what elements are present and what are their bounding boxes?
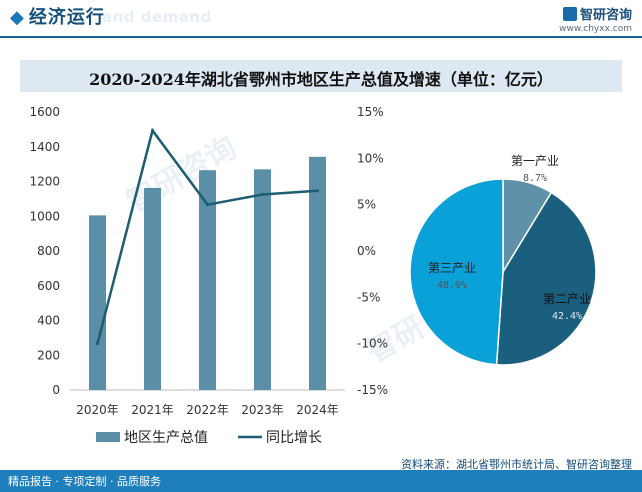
- pie-slice-label: 第一产业: [511, 154, 559, 168]
- section-title: ◆ 经济运行: [10, 3, 105, 29]
- left-axis-tick-label: 600: [37, 279, 60, 293]
- left-axis-tick-label: 1200: [29, 175, 60, 189]
- right-axis-tick-label: -10%: [357, 337, 388, 351]
- line-growth-point: [316, 189, 319, 193]
- line-growth-point: [151, 129, 154, 133]
- x-axis-tick-label: 2023年: [241, 403, 284, 417]
- chart-title-band: 2020-2024年湖北省鄂州市地区生产总值及增速（单位：亿元）: [20, 60, 622, 92]
- right-axis-tick-label: 0%: [357, 244, 376, 258]
- header-divider: [0, 36, 642, 38]
- right-axis-tick-label: -15%: [357, 383, 388, 397]
- brand-logo-icon: [562, 7, 577, 21]
- section-marker-icon: ◆: [10, 7, 25, 28]
- x-axis-tick-label: 2022年: [186, 403, 229, 417]
- pie-slice-label: 第三产业: [428, 261, 476, 275]
- bar-gdp: [89, 215, 106, 390]
- left-axis-tick-label: 200: [37, 348, 60, 362]
- right-axis-tick-label: -5%: [357, 290, 380, 304]
- x-axis-tick-label: 2021年: [131, 403, 174, 417]
- legend-swatch-gdp: [96, 432, 120, 442]
- pie-slice: [409, 178, 504, 366]
- left-axis-tick-label: 1400: [29, 140, 60, 154]
- pie-slice: [495, 191, 597, 366]
- right-axis-tick-label: 10%: [357, 151, 384, 165]
- pie-slice-label: 第二产业: [543, 292, 591, 306]
- footer-bar: 精品报告 · 专项定制 · 品质服务: [0, 470, 642, 492]
- chart-title: 2020-2024年湖北省鄂州市地区生产总值及增速（单位：亿元）: [89, 70, 553, 89]
- bar-gdp: [309, 156, 326, 390]
- chart-canvas: 0 200 400 600 800 1000 1200 1400 1600 -15% -10% -5%…: [29, 105, 597, 446]
- footer-slogan: 精品报告 · 专项定制 · 品质服务: [8, 475, 161, 488]
- left-axis-tick-label: 800: [37, 244, 60, 258]
- pie-slice-percent: 8.7%: [523, 173, 547, 184]
- pie-slice-percent: 48.9%: [437, 280, 467, 291]
- line-growth-point: [261, 192, 264, 196]
- x-axis-tick-label: 2024年: [296, 403, 339, 417]
- header: ◆ 经济运行 and demand 智研咨询 www.chyxx.com: [0, 0, 642, 34]
- brand-url: www.chyxx.com: [559, 24, 632, 34]
- bar-gdp: [199, 170, 216, 390]
- brand-name: 智研咨询: [559, 4, 632, 23]
- right-axis-tick-label: 15%: [357, 105, 384, 119]
- legend-label-gdp: 地区生产总值: [124, 430, 208, 446]
- legend-label-growth: 同比增长: [266, 430, 322, 446]
- x-axis-tick-label: 2020年: [76, 403, 119, 417]
- section-title-text: 经济运行: [28, 7, 105, 28]
- brand-name-text: 智研咨询: [579, 8, 632, 23]
- left-axis-tick-label: 1000: [29, 209, 60, 223]
- bar-gdp: [144, 187, 161, 390]
- bar-gdp: [254, 169, 271, 390]
- left-axis-tick-label: 0: [52, 383, 60, 397]
- section-subtitle: and demand: [102, 8, 212, 26]
- line-growth-point: [96, 342, 99, 346]
- source-note: 资料来源：湖北省鄂州市统计局、智研咨询整理: [401, 458, 632, 471]
- line-growth-point: [206, 203, 209, 207]
- right-axis-tick-label: 5%: [357, 198, 376, 212]
- brand: 智研咨询 www.chyxx.com: [559, 4, 632, 34]
- left-axis-tick-label: 1600: [29, 105, 60, 119]
- left-axis-tick-label: 400: [37, 314, 60, 328]
- pie-slice-percent: 42.4%: [552, 311, 582, 322]
